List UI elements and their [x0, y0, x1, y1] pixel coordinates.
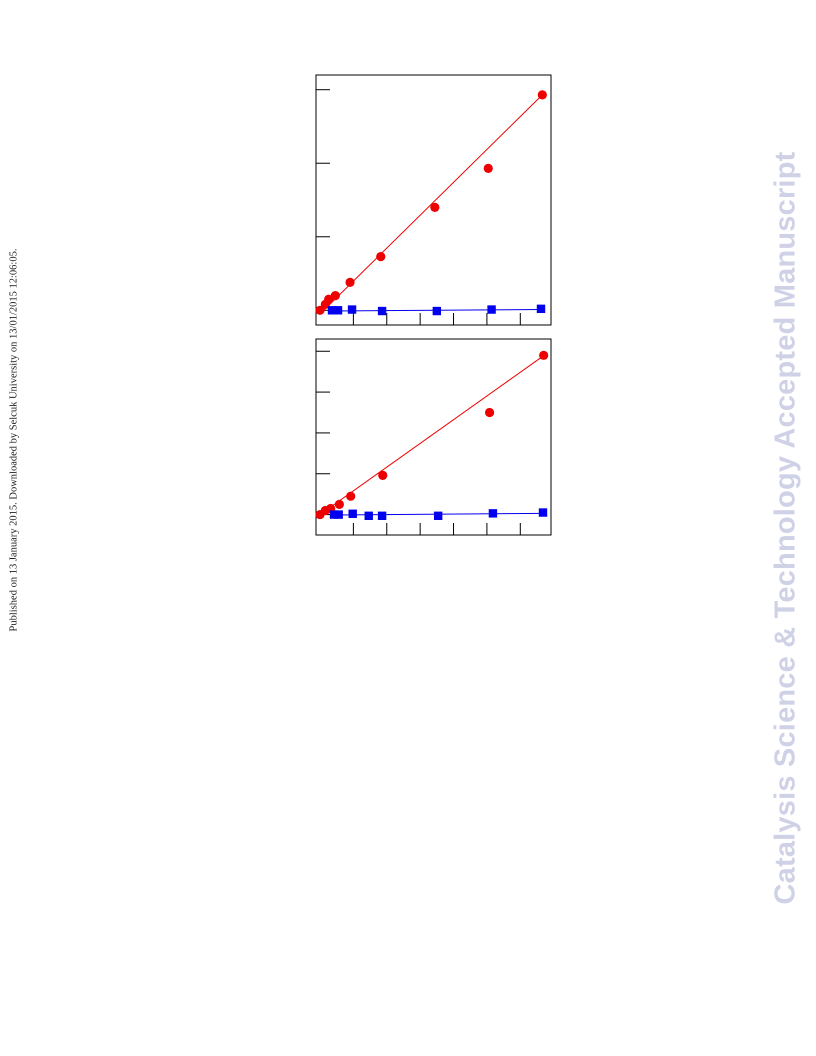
chart-bottom: [315, 338, 552, 536]
data-point-square: [333, 306, 343, 315]
data-point-square: [536, 304, 546, 314]
data-point-circle: [330, 290, 340, 301]
data-point-circle: [484, 407, 495, 418]
data-point-square: [348, 509, 357, 518]
data-point-circle: [345, 277, 355, 287]
fit-line: [319, 94, 543, 315]
plot-frame: [315, 338, 552, 536]
data-point-circle: [537, 90, 547, 100]
data-point-square: [364, 511, 373, 521]
data-point-square: [538, 508, 548, 517]
data-point-circle: [430, 202, 440, 212]
data-point-circle: [539, 350, 549, 360]
plot-frame: [315, 74, 552, 326]
data-point-square: [334, 510, 343, 519]
data-point-circle: [378, 470, 388, 480]
data-point-circle: [315, 305, 325, 315]
data-point-square: [433, 511, 443, 521]
chart-top: [315, 74, 552, 326]
data-point-circle: [483, 163, 493, 173]
data-point-square: [347, 305, 357, 314]
data-point-square: [432, 306, 442, 316]
fit-line: [319, 352, 548, 515]
data-point-square: [488, 509, 498, 518]
data-point-circle: [346, 491, 356, 501]
data-point-circle: [376, 252, 386, 262]
data-point-square: [377, 511, 387, 521]
data-point-square: [329, 510, 339, 519]
data-point-circle: [334, 499, 344, 509]
data-point-square: [487, 305, 496, 314]
data-point-square: [327, 306, 337, 315]
data-point-square: [377, 306, 387, 316]
